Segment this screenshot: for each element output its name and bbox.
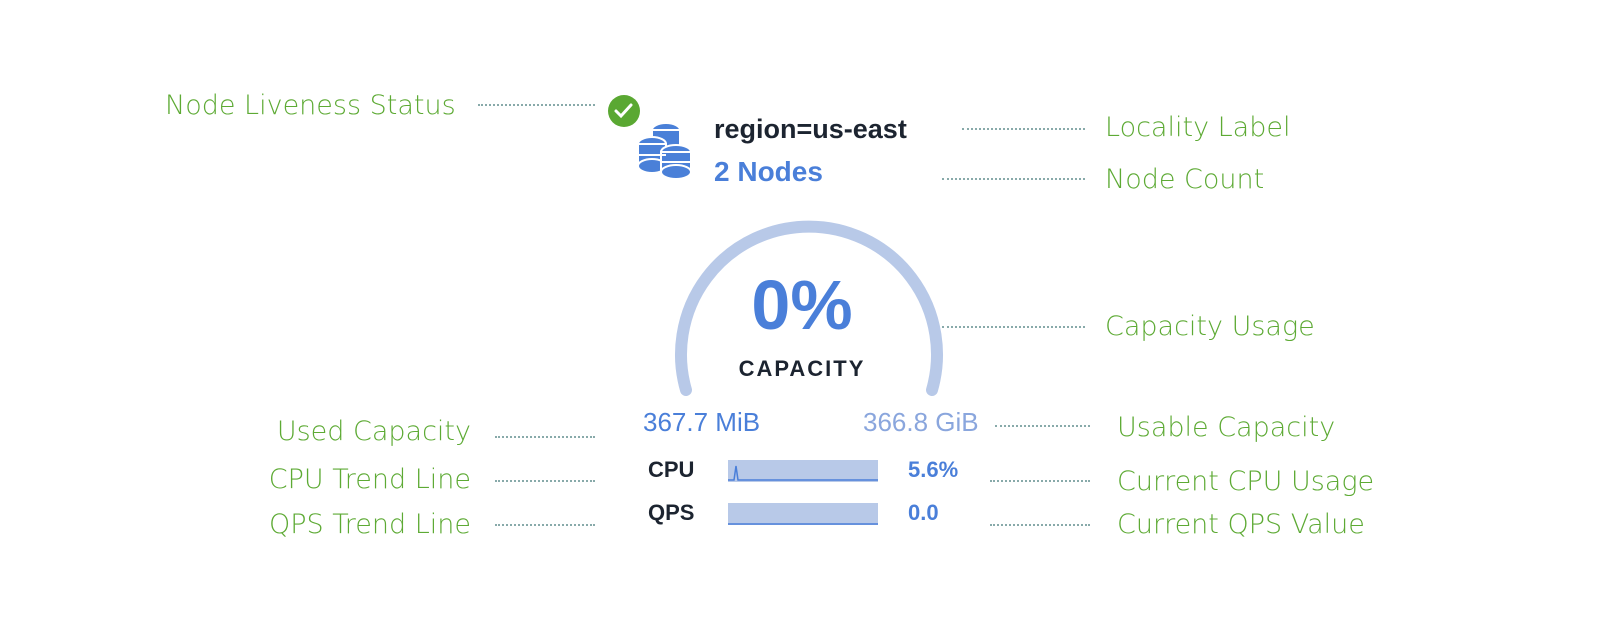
gauge-track [675, 220, 943, 396]
annotation-locality: Locality Label [1105, 112, 1291, 143]
leader-line [942, 326, 1085, 328]
qps-value: 0.0 [908, 500, 939, 525]
capacity-gauge [675, 220, 943, 396]
leader-line [495, 524, 595, 526]
annotation-used-capacity: Used Capacity [276, 416, 471, 447]
check-circle-icon [608, 95, 640, 127]
leader-line [942, 178, 1085, 180]
leader-line [990, 524, 1090, 526]
leader-line [995, 425, 1090, 427]
annotation-liveness: Node Liveness Status [165, 90, 456, 121]
qps-sparkline[interactable] [728, 503, 878, 525]
leader-line [495, 480, 595, 482]
cpu-value: 5.6% [908, 457, 959, 482]
capacity-label: CAPACITY [738, 356, 866, 381]
annotation-capacity-usage: Capacity Usage [1105, 311, 1315, 342]
annotation-qps-current: Current QPS Value [1117, 509, 1365, 540]
cpu-label: CPU [648, 457, 695, 482]
node-count[interactable]: 2 Nodes [714, 156, 823, 187]
qps-label: QPS [648, 500, 695, 525]
used-capacity: 367.7 MiB [643, 407, 761, 437]
annotation-usable-capacity: Usable Capacity [1117, 412, 1336, 443]
annotation-node-count: Node Count [1105, 164, 1265, 195]
leader-line [495, 436, 595, 438]
capacity-percent: 0% [751, 266, 853, 344]
usable-capacity: 366.8 GiB [863, 407, 979, 437]
leader-line [962, 128, 1085, 130]
annotation-cpu-trend: CPU Trend Line [268, 464, 471, 495]
locality-label: region=us-east [714, 114, 907, 144]
cpu-sparkline[interactable] [728, 460, 878, 482]
database-stack-icon [637, 122, 692, 180]
leader-line [990, 480, 1090, 482]
leader-line [478, 104, 595, 106]
annotation-cpu-current: Current CPU Usage [1117, 466, 1375, 497]
annotation-qps-trend: QPS Trend Line [269, 509, 471, 540]
